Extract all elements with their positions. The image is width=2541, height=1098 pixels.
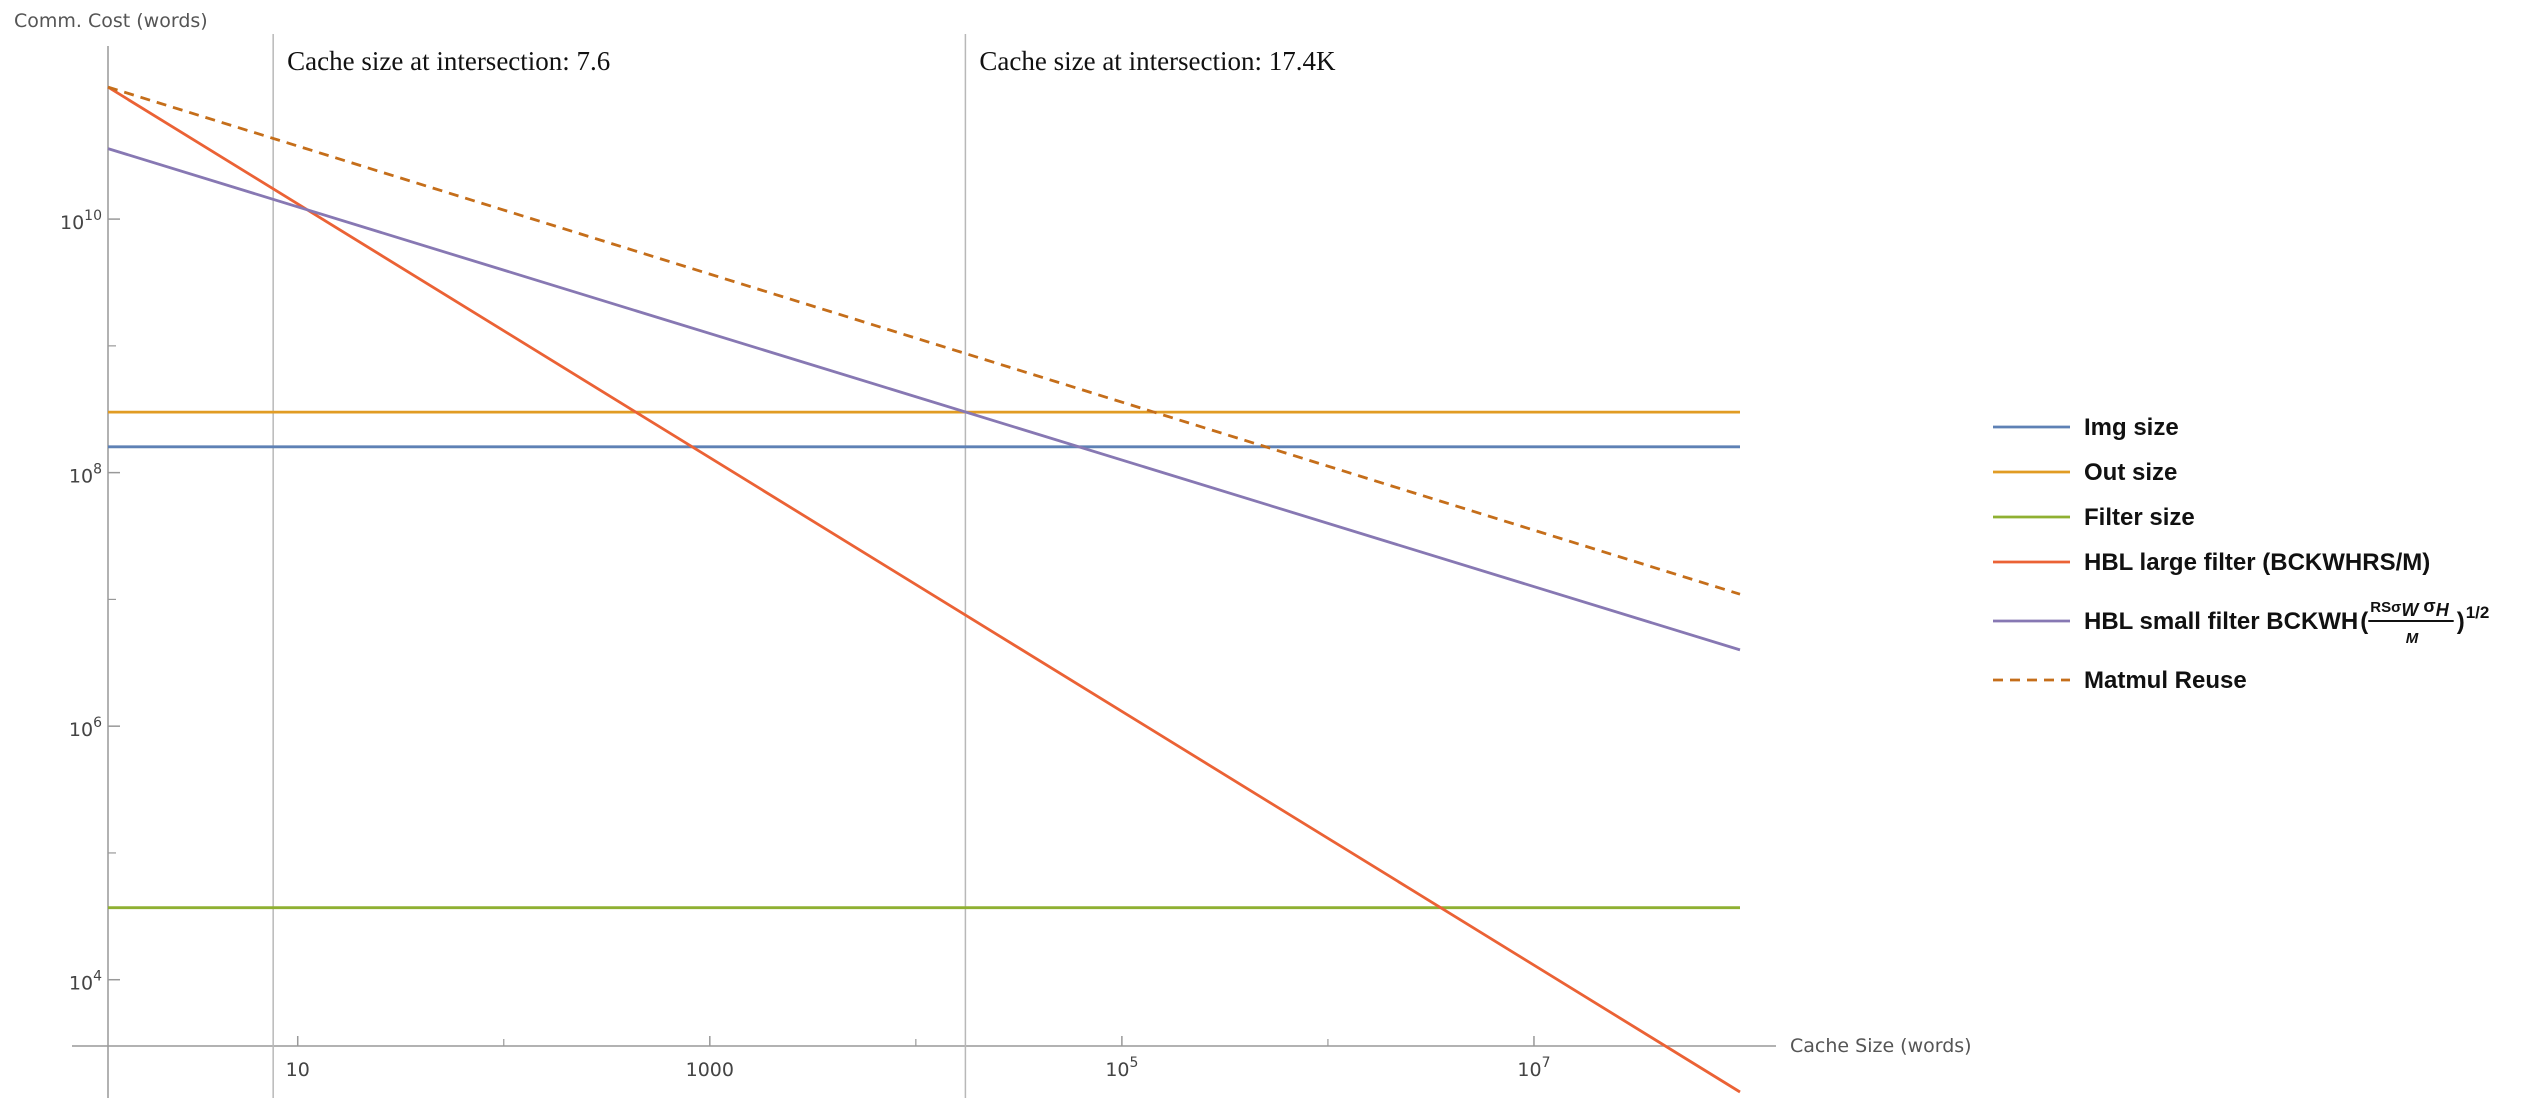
legend-label-text: Matmul Reuse xyxy=(2084,667,2247,694)
legend-fraction-numerator: RSσW σH xyxy=(2370,596,2449,620)
legend-label: Filter size xyxy=(2084,504,2195,531)
legend-open-paren: ( xyxy=(2360,608,2368,635)
legend-label: Matmul Reuse xyxy=(2084,667,2247,694)
x-tick-label: 10 xyxy=(286,1059,310,1081)
legend-sub-h: H xyxy=(2436,600,2450,620)
x-axis-label: Cache Size (words) xyxy=(1790,1035,1972,1057)
legend-num-text: RSσ xyxy=(2370,599,2401,616)
x-tick-base: 10 xyxy=(286,1059,310,1081)
legend-exponent-text: 1/2 xyxy=(2466,603,2490,622)
series-line xyxy=(107,147,1741,652)
intersection-annotation: Cache size at intersection: 17.4K xyxy=(979,46,1336,76)
legend-sub-w: W xyxy=(2401,600,2420,620)
y-tick-exponent: 6 xyxy=(93,715,102,731)
y-tick-exponent: 10 xyxy=(84,208,102,224)
y-tick-label: 108 xyxy=(69,462,102,488)
x-tick-exponent: 5 xyxy=(1130,1055,1139,1071)
legend-sigma: σ xyxy=(2418,596,2435,616)
y-tick-label: 1010 xyxy=(60,208,102,234)
series-group xyxy=(107,85,1741,1094)
legend-label: Img size xyxy=(2084,414,2179,441)
y-tick-base: 10 xyxy=(69,466,93,488)
legend-den-text: M xyxy=(2406,630,2419,647)
legend-label-text: Out size xyxy=(2084,459,2177,486)
legend-label-text: Filter size xyxy=(2084,504,2195,531)
y-tick-base: 10 xyxy=(69,973,93,995)
series-line xyxy=(107,85,1741,596)
x-tick-label: 107 xyxy=(1517,1055,1550,1081)
legend-paren-text: ( xyxy=(2360,608,2368,635)
y-tick-base: 10 xyxy=(69,719,93,741)
x-tick-exponent: 7 xyxy=(1542,1055,1551,1071)
legend-label: HBL small filter BCKWH xyxy=(2084,608,2358,635)
legend-close-paren: ) xyxy=(2457,608,2465,635)
y-tick-base: 10 xyxy=(60,212,84,234)
intersection-annotation: Cache size at intersection: 7.6 xyxy=(287,46,610,76)
legend-fraction-denominator: M xyxy=(2406,630,2419,647)
x-tick-base: 1000 xyxy=(686,1059,734,1081)
legend-label-text: HBL large filter (BCKWHRS/M) xyxy=(2084,549,2430,576)
y-tick-exponent: 4 xyxy=(93,969,102,985)
x-tick-base: 10 xyxy=(1517,1059,1541,1081)
x-tick-base: 10 xyxy=(1105,1059,1129,1081)
x-tick-label: 105 xyxy=(1105,1055,1138,1081)
y-axis-label: Comm. Cost (words) xyxy=(14,10,208,32)
legend-label-text: HBL small filter BCKWH xyxy=(2084,608,2358,635)
legend-exponent: 1/2 xyxy=(2466,603,2490,622)
legend-label: HBL large filter (BCKWHRS/M) xyxy=(2084,549,2430,576)
y-tick-label: 106 xyxy=(69,715,102,741)
legend-label: Out size xyxy=(2084,459,2177,486)
y-tick-exponent: 8 xyxy=(93,462,102,478)
x-tick-label: 1000 xyxy=(686,1059,734,1081)
legend-label-text: Img size xyxy=(2084,414,2179,441)
intersection-lines: Cache size at intersection: 7.6 Cache siz… xyxy=(272,34,1336,1098)
legend-paren-text: ) xyxy=(2457,608,2465,635)
legend: Img size Out size Filter size HBL large fil… xyxy=(1993,414,2489,694)
series-line xyxy=(107,85,1741,1094)
y-tick-label: 104 xyxy=(69,969,102,995)
